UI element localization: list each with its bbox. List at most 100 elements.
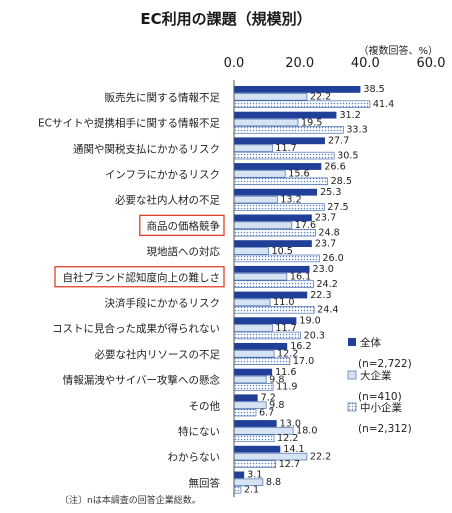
unit-label: （複数回答、%） (358, 46, 438, 57)
data-label: 13.2 (280, 194, 301, 205)
highlight-box (54, 266, 225, 288)
data-label: 12.2 (277, 349, 298, 360)
bar (233, 177, 328, 186)
bar (233, 118, 299, 127)
bar (234, 265, 310, 273)
data-label: 8.8 (266, 477, 281, 488)
bar (233, 144, 273, 152)
bar (233, 485, 242, 494)
data-label: 38.5 (363, 84, 384, 95)
bar (234, 420, 277, 427)
data-label: 24.8 (318, 228, 339, 239)
data-label: 7.2 (261, 393, 276, 404)
legend-swatch (348, 338, 356, 346)
category-label: 商品の価格競争 (147, 219, 221, 232)
category-label: 現地語への対応 (147, 245, 221, 258)
bar (233, 383, 274, 391)
bar (233, 272, 288, 281)
data-label: 24.4 (317, 305, 338, 316)
category-label: 決済手段にかかるリスク (105, 296, 221, 309)
data-label: 3.1 (247, 470, 262, 481)
data-label: 23.7 (315, 238, 336, 249)
x-tick-label: 0.0 (224, 56, 245, 71)
data-label: 19.0 (299, 316, 320, 327)
data-label: 24.2 (316, 279, 337, 290)
category-label: わからない (168, 452, 221, 464)
legend-label: 全体 (360, 336, 381, 349)
data-label: 26.0 (322, 253, 343, 264)
data-label: 18.0 (296, 426, 317, 437)
data-label: 14.1 (283, 444, 304, 455)
data-label: 9.8 (269, 374, 284, 385)
legend-n-label: (n=410) (358, 391, 402, 403)
bar (233, 247, 269, 255)
data-label: 30.5 (337, 150, 358, 161)
bar (233, 434, 275, 443)
bar (233, 375, 267, 384)
category-label: ECサイトや提携相手に関する情報不足 (38, 117, 220, 130)
category-label: 無回答 (189, 476, 221, 489)
bar (234, 445, 281, 453)
legend-swatch (347, 402, 357, 412)
category-label: 自社ブランド認知度向上の難しさ (63, 271, 221, 284)
bar (233, 298, 271, 307)
bar (233, 350, 275, 358)
data-label: 16.2 (290, 341, 311, 352)
data-label: 2.1 (244, 485, 259, 496)
data-label: 25.3 (320, 187, 341, 198)
data-label: 33.3 (346, 125, 367, 136)
category-label: 通関や関税支払にかかるリスク (73, 142, 220, 155)
data-label: 10.5 (271, 246, 292, 257)
bar (233, 203, 325, 211)
data-label: 19.5 (301, 117, 322, 128)
data-label: 41.4 (373, 99, 394, 110)
data-label: 31.2 (339, 110, 360, 121)
data-label: 16.1 (290, 272, 311, 283)
chart-title: EC利用の課題（規模別） (140, 10, 312, 28)
bar (233, 170, 286, 178)
data-label: 20.3 (304, 330, 325, 341)
bar (233, 126, 344, 134)
bar (234, 343, 288, 350)
bar (233, 460, 277, 468)
bar (234, 86, 361, 93)
legend-label: 大企業 (360, 369, 392, 382)
category-label: 必要な社内人材の不足 (115, 194, 220, 207)
bar (234, 214, 312, 222)
bar (234, 291, 308, 299)
bar (233, 221, 293, 230)
data-label: 12.2 (277, 433, 298, 444)
category-label: 必要な社内リソースの不足 (95, 348, 221, 361)
x-tick-label: 40.0 (351, 56, 380, 71)
bar (233, 324, 273, 332)
data-label: 28.5 (331, 176, 352, 187)
data-label: 27.5 (327, 202, 348, 213)
data-label: 22.3 (310, 290, 331, 301)
category-label: インフラにかかるリスク (105, 169, 220, 181)
bar (234, 188, 318, 196)
bar (234, 471, 245, 479)
data-label: 17.0 (293, 356, 314, 367)
bar (234, 111, 337, 119)
category-label: 情報漏洩やサイバー攻撃への懸念 (63, 374, 221, 387)
bar (234, 240, 312, 247)
data-label: 22.2 (310, 451, 331, 462)
highlight-box (139, 214, 225, 237)
data-label: 27.7 (328, 136, 349, 147)
bar (233, 100, 371, 108)
category-label: 特にない (178, 426, 220, 438)
data-label: 12.7 (279, 459, 300, 470)
bar (234, 163, 322, 170)
data-label: 11.9 (276, 382, 297, 393)
data-label: 13.0 (280, 418, 301, 429)
data-label: 6.7 (259, 407, 274, 418)
x-tick-label: 60.0 (417, 56, 446, 71)
bar (234, 368, 273, 376)
data-label: 11.7 (275, 323, 296, 334)
legend-n-label: (n=2,722) (358, 358, 412, 370)
bar (234, 317, 297, 325)
legend-n-label: (n=2,312) (358, 423, 412, 435)
data-label: 26.6 (324, 161, 345, 172)
data-label: 9.8 (269, 400, 284, 411)
